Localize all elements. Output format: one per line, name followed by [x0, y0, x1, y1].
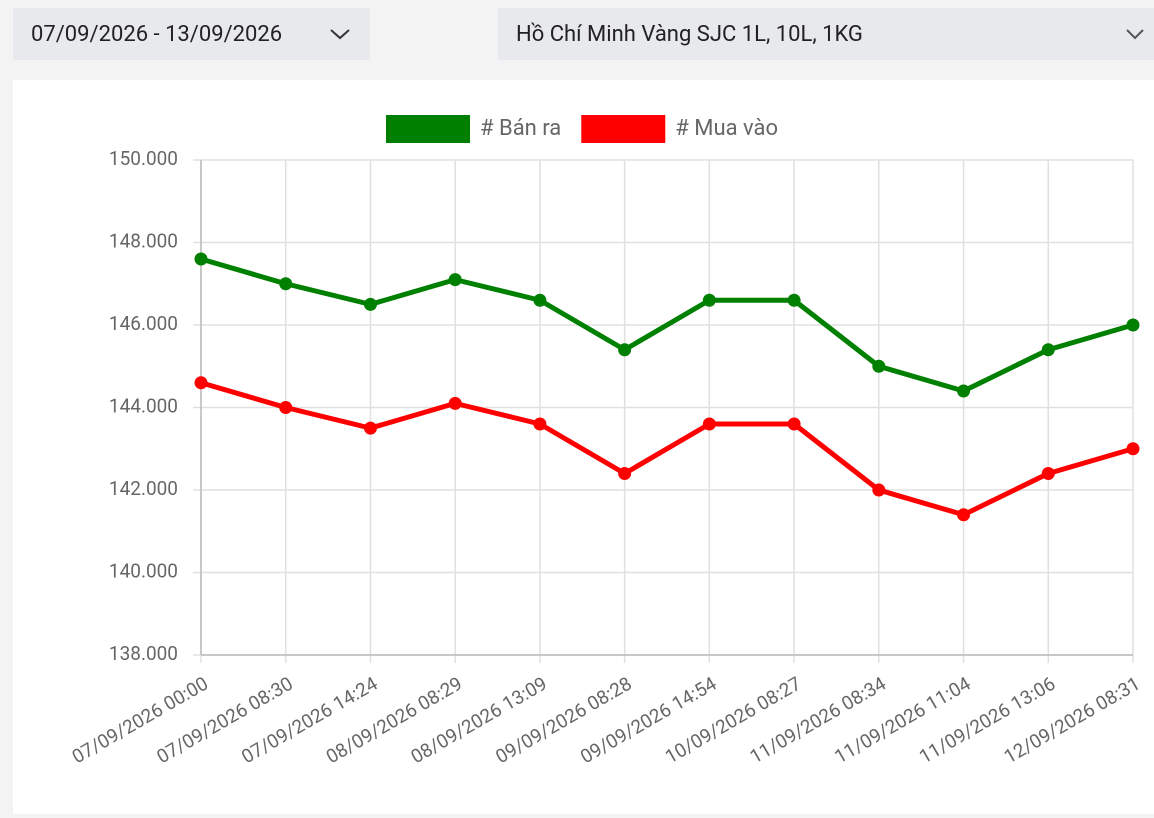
- chevron[interactable]: [330, 29, 350, 40]
- date-dropdown[interactable]: 07/09/2026 - 13/09/2026: [13, 8, 370, 60]
- point: [1126, 442, 1140, 456]
- location-dropdown[interactable]: Hồ Chí Minh Vàng SJC 1L, 10L, 1KG: [498, 8, 1154, 60]
- point: [448, 273, 462, 287]
- point: [194, 376, 208, 390]
- y-tick-label: 140.000: [109, 560, 178, 583]
- series-line: [200, 380, 1134, 518]
- dropdown-box[interactable]: [13, 8, 370, 60]
- point: [279, 277, 293, 291]
- point: [194, 252, 208, 266]
- legend-swatch: [386, 115, 470, 143]
- y-tick-label: 138.000: [109, 642, 178, 665]
- y-tick-label: 148.000: [109, 230, 178, 253]
- point: [448, 396, 462, 410]
- dropdown-text[interactable]: 07/09/2026 - 13/09/2026: [31, 22, 282, 47]
- point: [702, 417, 716, 431]
- point: [533, 417, 547, 431]
- y-tick-label: 144.000: [109, 395, 178, 418]
- legend-label: # Bán ra: [480, 116, 561, 141]
- point: [363, 297, 377, 311]
- chevron[interactable]: [1126, 29, 1144, 40]
- point: [1041, 343, 1055, 357]
- point: [872, 483, 886, 497]
- legend-swatch: [581, 115, 666, 143]
- legend-label: # Mua vào: [675, 116, 778, 141]
- point: [279, 401, 293, 414]
- point: [1041, 467, 1055, 480]
- point: [957, 508, 971, 522]
- y-tick-label: 146.000: [109, 312, 178, 335]
- point: [363, 421, 377, 435]
- point: [618, 343, 632, 357]
- point: [787, 293, 801, 307]
- point: [618, 467, 632, 480]
- point: [1126, 318, 1140, 332]
- point: [702, 293, 716, 307]
- point: [872, 359, 886, 373]
- y-tick-label: 142.000: [109, 477, 178, 500]
- dropdown-text[interactable]: Hồ Chí Minh Vàng SJC 1L, 10L, 1KG: [516, 22, 863, 47]
- point: [533, 293, 547, 307]
- point: [957, 384, 971, 398]
- point: [787, 417, 801, 431]
- series-line: [200, 256, 1134, 394]
- dropdown-box[interactable]: [498, 8, 1154, 60]
- y-tick-label: 150.000: [109, 147, 178, 170]
